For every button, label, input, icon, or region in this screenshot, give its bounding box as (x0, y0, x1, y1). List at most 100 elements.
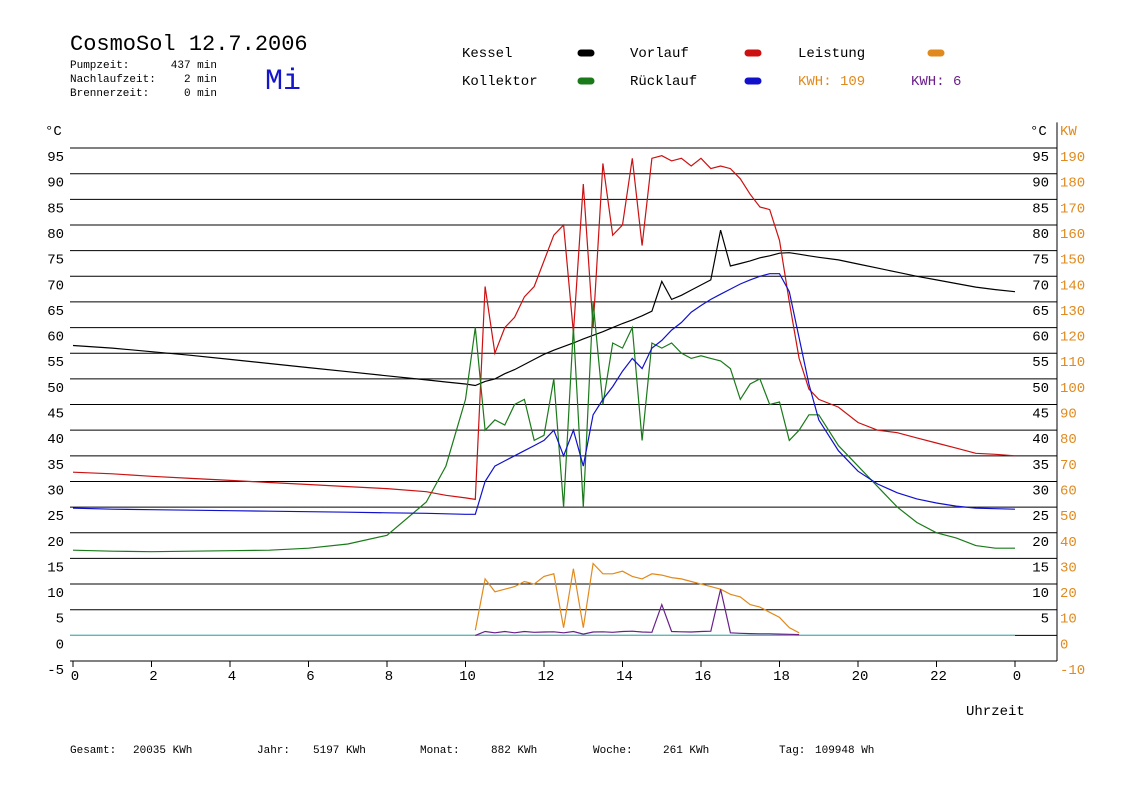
x-tick-label: 12 (538, 669, 555, 685)
footer-label: Tag: (779, 745, 805, 757)
y-tick-label-right: 15 (1032, 560, 1049, 576)
y2-tick-label: 110 (1060, 355, 1085, 371)
y2-tick-label: 180 (1060, 176, 1085, 192)
y-tick-label: -5 (47, 663, 64, 679)
y-tick-label-right: 50 (1032, 381, 1049, 397)
x-tick-label: 10 (459, 669, 476, 685)
stat-value: 0 min (184, 88, 217, 100)
y-tick-label-right: 10 (1032, 586, 1049, 602)
energy-total: KWH: 6 (911, 74, 961, 90)
y-tick-label: 70 (47, 278, 64, 294)
series-line (72, 273, 1016, 515)
y2-tick-label: 100 (1060, 381, 1085, 397)
y-tick-label-right: 55 (1032, 355, 1049, 371)
y-tick-label-right: 60 (1032, 330, 1049, 346)
y-tick-label: 60 (47, 330, 64, 346)
y-tick-label: 15 (47, 560, 64, 576)
stat-value: 2 min (184, 74, 217, 86)
y2-tick-label: 170 (1060, 201, 1085, 217)
x-tick-label: 4 (228, 669, 236, 685)
series-line (72, 155, 1016, 501)
stat-label: Brennerzeit: (70, 88, 149, 100)
y2-tick-label: 60 (1060, 483, 1077, 499)
y2-tick-label: 70 (1060, 458, 1077, 474)
y-tick-label: 0 (56, 637, 64, 653)
y2-tick-label: 30 (1060, 560, 1077, 576)
footer-label: Monat: (420, 745, 460, 757)
x-tick-label: 0 (71, 669, 79, 685)
y-tick-label-right: 65 (1032, 304, 1049, 320)
y2-tick-label: -10 (1060, 663, 1085, 679)
y2-tick-label: 50 (1060, 509, 1077, 525)
x-tick-label: 6 (306, 669, 314, 685)
y2-tick-label: 190 (1060, 150, 1085, 166)
y-tick-label: 5 (56, 612, 64, 628)
y2-tick-label: 10 (1060, 612, 1077, 628)
stat-label: Nachlaufzeit: (70, 74, 156, 86)
y2-axis-label: KW (1060, 124, 1077, 140)
series-line (475, 589, 800, 636)
y2-tick-label: 120 (1060, 330, 1085, 346)
y-tick-label-right: 30 (1032, 483, 1049, 499)
footer-label: Gesamt: (70, 745, 116, 757)
y-tick-label-right: 85 (1032, 201, 1049, 217)
x-tick-label: 8 (385, 669, 393, 685)
day: Mi (265, 65, 301, 99)
y2-tick-label: 80 (1060, 432, 1077, 448)
x-tick-label: 16 (695, 669, 712, 685)
energy-total: KWH: 109 (798, 74, 865, 90)
y-tick-label: 55 (47, 355, 64, 371)
footer-value: 261 KWh (663, 745, 709, 757)
y2-tick-label: 90 (1060, 407, 1077, 423)
y-axis-label: °C (45, 124, 62, 140)
y-tick-label: 50 (47, 381, 64, 397)
y-tick-label: 65 (47, 304, 64, 320)
series-line (474, 562, 800, 634)
y-tick-label-right: 75 (1032, 253, 1049, 269)
y2-tick-label: 20 (1060, 586, 1077, 602)
series-line (72, 229, 1016, 387)
y-tick-label-right: 45 (1032, 407, 1049, 423)
y-tick-label: 95 (47, 150, 64, 166)
stat-value: 437 min (171, 60, 217, 72)
x-tick-label: 20 (852, 669, 869, 685)
y-tick-label: 10 (47, 586, 64, 602)
y2-tick-label: 40 (1060, 535, 1077, 551)
y-tick-label-right: 20 (1032, 535, 1049, 551)
y-axis-label-right: °C (1030, 124, 1047, 140)
legend-label: Kollektor (462, 74, 538, 90)
y2-tick-label: 150 (1060, 253, 1085, 269)
x-tick-label: 22 (930, 669, 947, 685)
y2-tick-label: 160 (1060, 227, 1085, 243)
footer-value: 5197 KWh (313, 745, 366, 757)
footer-label: Jahr: (257, 745, 290, 757)
x-tick-label: 2 (149, 669, 157, 685)
x-tick-label: 0 (1013, 669, 1021, 685)
footer-value: 882 KWh (491, 745, 537, 757)
y-tick-label: 25 (47, 509, 64, 525)
y-tick-label: 85 (47, 201, 64, 217)
legend-label: Vorlauf (630, 46, 689, 62)
y-tick-label-right: 90 (1032, 176, 1049, 192)
footer-value: 20035 KWh (133, 745, 192, 757)
y-tick-label: 30 (47, 483, 64, 499)
y-tick-label-right: 25 (1032, 509, 1049, 525)
x-tick-label: 14 (616, 669, 633, 685)
y-tick-label-right: 70 (1032, 278, 1049, 294)
title: CosmoSol 12.7.2006 (70, 32, 308, 57)
y-tick-label: 75 (47, 253, 64, 269)
legend-label: Leistung (798, 46, 865, 62)
y-tick-label: 80 (47, 227, 64, 243)
legend-label: Kessel (462, 46, 512, 62)
y2-tick-label: 130 (1060, 304, 1085, 320)
y-tick-label-right: 35 (1032, 458, 1049, 474)
y-tick-label-right: 40 (1032, 432, 1049, 448)
y-tick-label-right: 5 (1041, 612, 1049, 628)
stat-label: Pumpzeit: (70, 60, 129, 72)
footer-value: 109948 Wh (815, 745, 874, 757)
x-tick-label: 18 (773, 669, 790, 685)
y-tick-label: 90 (47, 176, 64, 192)
y-tick-label: 35 (47, 458, 64, 474)
series-line (72, 301, 1015, 553)
